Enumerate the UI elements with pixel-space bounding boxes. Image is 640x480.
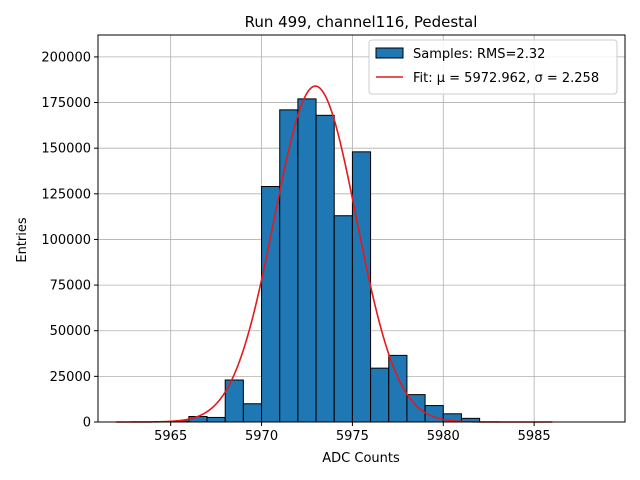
legend: Samples: RMS=2.32 Fit: μ = 5972.962, σ =… bbox=[368, 39, 618, 95]
histogram-bar bbox=[370, 367, 390, 423]
legend-label-samples: Samples: RMS=2.32 bbox=[413, 47, 545, 62]
plot-frame bbox=[97, 34, 626, 423]
y-tick-label: 50000 bbox=[50, 324, 91, 339]
y-tick-label: 75000 bbox=[50, 279, 91, 294]
x-tick-label: 5975 bbox=[336, 429, 369, 444]
legend-bar-swatch bbox=[375, 47, 404, 59]
histogram-bars bbox=[170, 98, 481, 423]
histogram-bar bbox=[261, 186, 281, 423]
legend-box bbox=[368, 39, 618, 95]
y-tick-label: 125000 bbox=[41, 187, 91, 202]
x-tick-label: 5980 bbox=[427, 429, 460, 444]
y-tick-label: 175000 bbox=[41, 96, 91, 111]
x-axis-label: ADC Counts bbox=[322, 451, 400, 466]
histogram-bar bbox=[333, 215, 353, 423]
histogram-bar bbox=[315, 114, 335, 423]
histogram-bar bbox=[206, 416, 226, 423]
y-axis-label: Entries bbox=[15, 217, 30, 263]
y-tick-label: 200000 bbox=[41, 50, 91, 65]
histogram-bar bbox=[297, 98, 317, 423]
y-tick-label: 100000 bbox=[41, 233, 91, 248]
axis-ticks: 5965 5970 5975 5980 5985 0 25000 50000 75000 1000… bbox=[41, 50, 550, 444]
histogram-bar bbox=[279, 109, 299, 423]
chart-title: Run 499, channel116, Pedestal bbox=[245, 13, 478, 31]
histogram-bar bbox=[242, 403, 263, 423]
x-tick-label: 5985 bbox=[518, 429, 551, 444]
x-tick-label: 5965 bbox=[154, 429, 187, 444]
y-tick-label: 0 bbox=[83, 416, 91, 431]
y-tick-label: 25000 bbox=[50, 370, 91, 385]
legend-label-fit: Fit: μ = 5972.962, σ = 2.258 bbox=[413, 71, 599, 86]
histogram-bar bbox=[351, 151, 372, 423]
x-tick-label: 5970 bbox=[245, 429, 278, 444]
y-tick-label: 150000 bbox=[41, 142, 91, 157]
